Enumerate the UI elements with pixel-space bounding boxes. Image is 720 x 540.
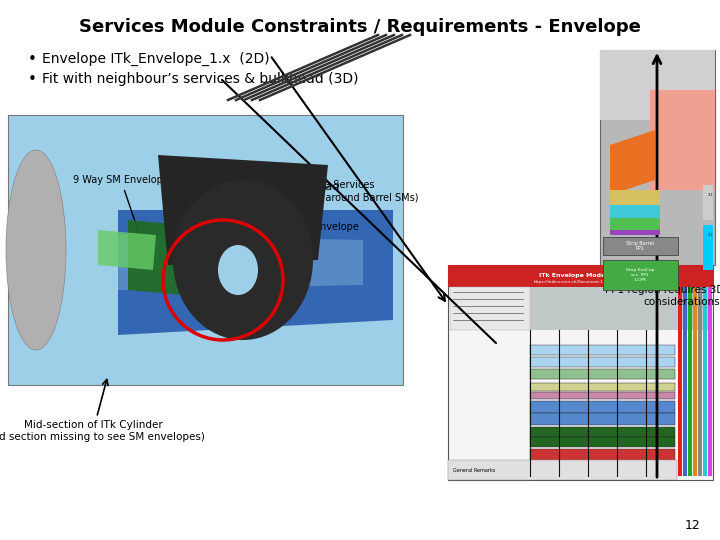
Bar: [703, 225, 713, 270]
Bar: [610, 218, 660, 230]
Bar: [530, 473, 675, 480]
Polygon shape: [98, 230, 156, 270]
Bar: [530, 449, 675, 461]
Bar: [530, 437, 675, 447]
Polygon shape: [128, 220, 243, 300]
Ellipse shape: [6, 150, 66, 350]
Bar: [708, 287, 712, 476]
Polygon shape: [118, 235, 363, 290]
Bar: [610, 205, 660, 218]
Bar: [703, 287, 707, 476]
Text: https://indico.cern.ch/Document-1234567-1-1: https://indico.cern.ch/Document-1234567-…: [534, 280, 627, 284]
Bar: [530, 427, 675, 437]
Bar: [678, 287, 682, 476]
Bar: [530, 413, 675, 425]
Bar: [448, 265, 713, 480]
Text: Strip Endcap Services
(below and around Barrel SMs): Strip Endcap Services (below and around …: [227, 180, 418, 248]
Bar: [530, 357, 675, 367]
Bar: [693, 287, 697, 476]
Text: Mid-section of ITk Cylinder
(end section missing to see SM envelopes): Mid-section of ITk Cylinder (end section…: [0, 380, 204, 442]
Bar: [530, 383, 675, 391]
Text: •: •: [28, 72, 37, 87]
Text: 3.2: 3.2: [707, 233, 713, 237]
Bar: [610, 190, 660, 205]
Text: Envelope ITk_Envelope_1.x  (2D): Envelope ITk_Envelope_1.x (2D): [42, 52, 269, 66]
Bar: [8, 115, 403, 385]
Text: 3.1: 3.1: [707, 193, 713, 197]
Bar: [450, 287, 530, 330]
Text: 8 Way SM Envelope: 8 Way SM Envelope: [212, 222, 359, 232]
Bar: [650, 90, 715, 190]
Polygon shape: [610, 130, 655, 195]
Bar: [530, 392, 675, 399]
Bar: [688, 287, 692, 476]
Text: Strip Barrel
PP1: Strip Barrel PP1: [626, 241, 654, 252]
Bar: [683, 287, 687, 476]
Bar: [448, 460, 677, 480]
Bar: [698, 287, 702, 476]
Bar: [530, 461, 675, 473]
Text: 9 Way SM Envelope: 9 Way SM Envelope: [73, 175, 169, 241]
Text: ITk Envelope Model v. F: ITk Envelope Model v. F: [539, 273, 621, 279]
Bar: [530, 369, 675, 379]
Polygon shape: [118, 210, 393, 335]
Bar: [530, 287, 711, 330]
Bar: [448, 265, 713, 287]
Polygon shape: [158, 155, 328, 265]
Ellipse shape: [173, 180, 313, 340]
Bar: [610, 230, 660, 235]
Text: •: •: [28, 52, 37, 67]
Bar: [530, 401, 675, 413]
Bar: [600, 50, 715, 265]
Text: 12: 12: [684, 519, 700, 532]
Text: General Remarks: General Remarks: [453, 468, 495, 472]
Text: Fit with neighbour’s services & bulkhead (3D): Fit with neighbour’s services & bulkhead…: [42, 72, 359, 86]
Bar: [530, 345, 675, 355]
Text: Strip EndCap
w.c. PP1
1-CPR: Strip EndCap w.c. PP1 1-CPR: [626, 268, 654, 281]
Text: PP1 region requires 3D space
considerations: PP1 region requires 3D space considerati…: [606, 285, 720, 307]
Text: Bulkhead: Bulkhead: [243, 182, 341, 192]
Bar: [603, 260, 678, 290]
Text: Services Module Constraints / Requirements - Envelope: Services Module Constraints / Requiremen…: [79, 18, 641, 36]
Bar: [603, 237, 678, 255]
Ellipse shape: [218, 245, 258, 295]
Bar: [703, 185, 713, 220]
Bar: [600, 50, 715, 120]
